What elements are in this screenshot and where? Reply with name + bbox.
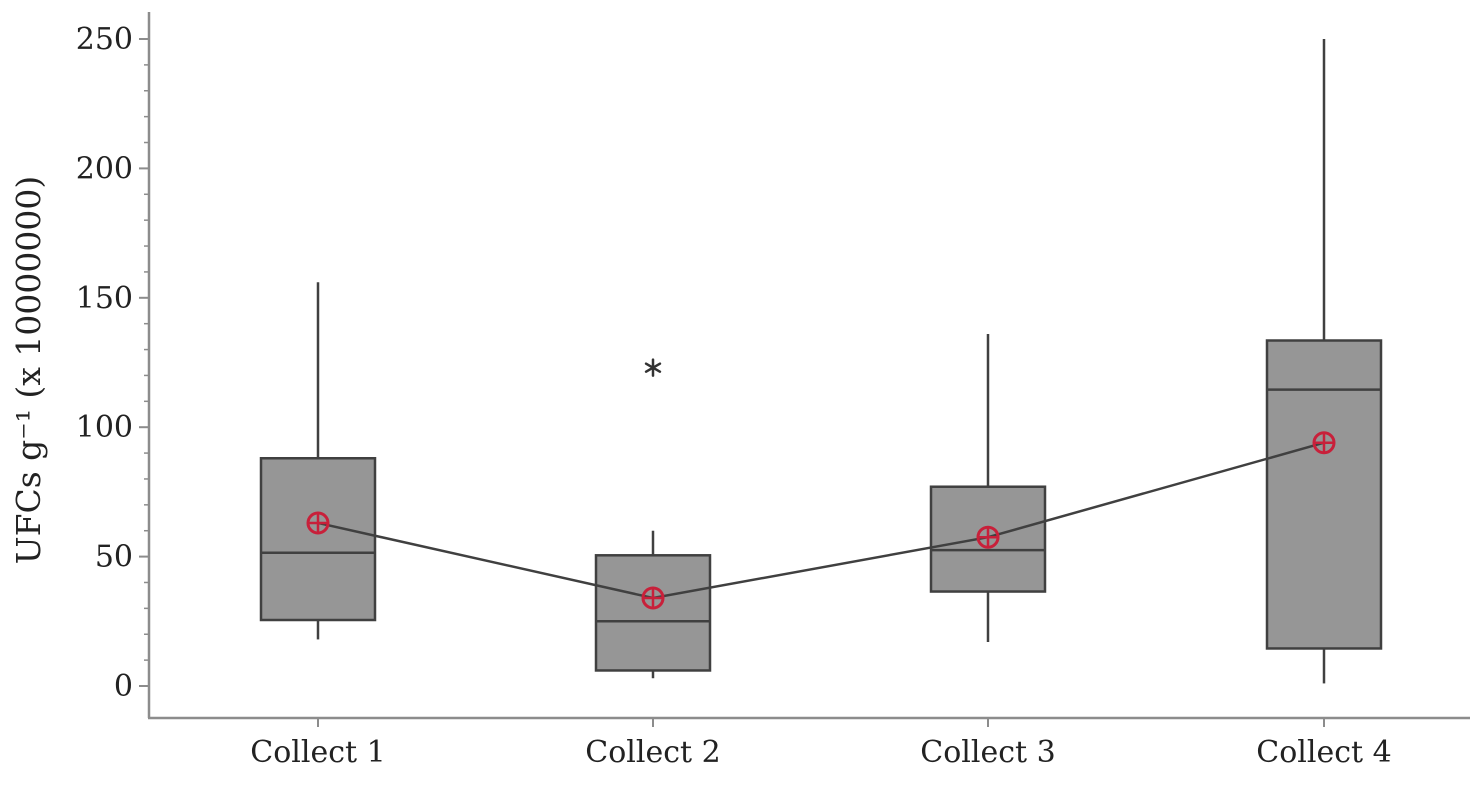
y-tick-label: 250 <box>76 22 133 57</box>
x-tick-label: Collect 2 <box>585 735 720 770</box>
y-tick-label: 200 <box>76 151 133 186</box>
axes <box>147 12 1470 720</box>
box-iqr <box>594 554 712 672</box>
y-tick-label: 100 <box>76 410 133 445</box>
mean-marker <box>641 586 665 610</box>
x-tick-label: Collect 1 <box>250 735 385 770</box>
mean-markers <box>306 431 1336 610</box>
mean-marker <box>1312 431 1336 455</box>
box-3 <box>929 334 1047 643</box>
x-tick-label: Collect 3 <box>920 735 1055 770</box>
y-axis-ticks: 0 50 100 150 200 250 <box>76 22 149 704</box>
outlier-marker <box>644 358 662 377</box>
y-axis-label: UFCs g⁻¹ (x 10000000) <box>9 176 48 564</box>
mean-marker <box>306 511 330 535</box>
mean-connect-line <box>317 441 1325 600</box>
box-1 <box>259 282 377 640</box>
box-iqr <box>259 457 377 622</box>
box-2 <box>594 358 712 679</box>
mean-marker <box>976 525 1000 549</box>
y-tick-label: 50 <box>95 540 133 575</box>
y-tick-label: 150 <box>76 281 133 316</box>
boxes <box>259 39 1383 684</box>
box-iqr <box>1265 339 1383 650</box>
x-axis-ticks: Collect 1 Collect 2 Collect 3 Collect 4 <box>250 718 1392 770</box>
mean-connect-line-group <box>317 441 1325 600</box>
x-tick-label: Collect 4 <box>1256 735 1391 770</box>
y-tick-label: 0 <box>114 669 133 704</box>
box-4 <box>1265 39 1383 684</box>
